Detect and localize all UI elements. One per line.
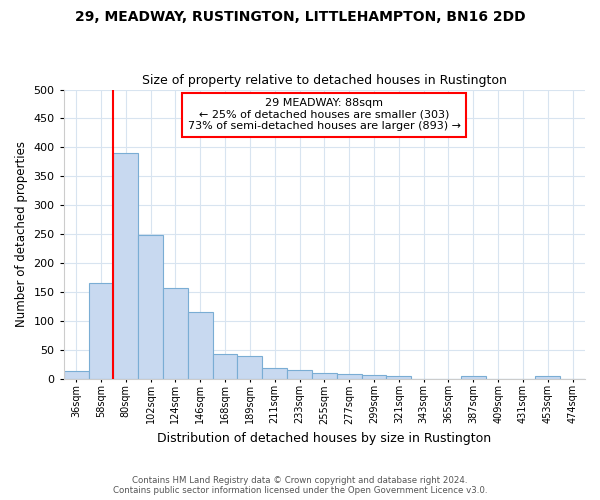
Bar bbox=[113, 153, 138, 378]
Bar bbox=[212, 354, 238, 378]
Bar bbox=[535, 376, 560, 378]
Bar bbox=[138, 235, 163, 378]
Bar bbox=[188, 312, 212, 378]
X-axis label: Distribution of detached houses by size in Rustington: Distribution of detached houses by size … bbox=[157, 432, 491, 445]
Bar bbox=[386, 376, 411, 378]
Text: 29, MEADWAY, RUSTINGTON, LITTLEHAMPTON, BN16 2DD: 29, MEADWAY, RUSTINGTON, LITTLEHAMPTON, … bbox=[74, 10, 526, 24]
Title: Size of property relative to detached houses in Rustington: Size of property relative to detached ho… bbox=[142, 74, 507, 87]
Text: Contains HM Land Registry data © Crown copyright and database right 2024.
Contai: Contains HM Land Registry data © Crown c… bbox=[113, 476, 487, 495]
Bar bbox=[362, 375, 386, 378]
Bar bbox=[461, 376, 486, 378]
Y-axis label: Number of detached properties: Number of detached properties bbox=[15, 141, 28, 327]
Bar bbox=[287, 370, 312, 378]
Bar bbox=[262, 368, 287, 378]
Bar bbox=[337, 374, 362, 378]
Bar bbox=[163, 288, 188, 378]
Bar bbox=[312, 373, 337, 378]
Bar bbox=[89, 283, 113, 378]
Text: 29 MEADWAY: 88sqm
← 25% of detached houses are smaller (303)
73% of semi-detache: 29 MEADWAY: 88sqm ← 25% of detached hous… bbox=[188, 98, 461, 132]
Bar bbox=[64, 371, 89, 378]
Bar bbox=[238, 356, 262, 378]
